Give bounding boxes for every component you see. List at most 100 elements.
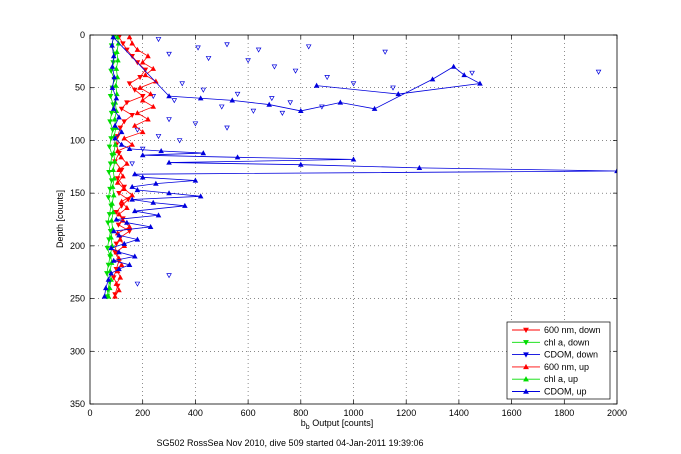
data-point-cdom-up	[118, 141, 125, 147]
legend-marker-chl-a-down	[523, 340, 529, 346]
data-point-cdom-down	[179, 81, 186, 87]
data-point-cdom-up	[166, 190, 172, 196]
data-point-cdom-up	[108, 270, 114, 276]
legend-label-chl-a-down: chl a, down	[544, 337, 590, 347]
data-point-chl-a-down	[105, 195, 112, 201]
x-axis-label: bb Output [counts]	[301, 418, 373, 431]
data-point-cdom-up	[110, 228, 117, 234]
data-point-600-nm-up	[142, 72, 149, 78]
data-point-chl-a-up	[110, 192, 117, 198]
data-point-chl-a-up	[108, 217, 115, 223]
data-point-600-nm-down	[126, 81, 133, 87]
data-point-cdom-down	[129, 161, 135, 167]
legend-label-600-nm-down: 600 nm, down	[544, 325, 601, 335]
data-point-chl-a-up	[109, 183, 116, 189]
y-tick-label: 50	[75, 83, 85, 93]
data-point-cdom-down	[155, 37, 162, 43]
legend-marker-cdom-down	[523, 352, 529, 358]
data-point-cdom-down	[595, 69, 602, 75]
data-point-600-nm-up	[118, 261, 125, 267]
data-point-chl-a-up	[111, 175, 118, 181]
data-point-chl-a-up	[110, 150, 117, 156]
data-point-cdom-up	[477, 80, 483, 86]
data-point-cdom-down	[166, 117, 172, 123]
legend-label-chl-a-up: chl a, up	[544, 374, 578, 384]
data-point-600-nm-up	[145, 116, 151, 122]
data-point-chl-a-up	[110, 209, 116, 215]
data-point-cdom-down	[200, 87, 207, 93]
data-point-cdom-up	[350, 156, 357, 162]
data-point-cdom-up	[110, 105, 117, 111]
y-tick-label: 350	[70, 399, 85, 409]
data-point-chl-a-down	[106, 144, 113, 150]
data-point-cdom-down	[224, 125, 230, 131]
data-point-cdom-up	[298, 107, 304, 114]
y-tick-label: 150	[70, 188, 85, 198]
data-point-cdom-up	[166, 93, 172, 99]
data-point-cdom-down	[324, 75, 330, 81]
data-point-600-nm-down	[118, 203, 125, 209]
data-point-600-nm-up	[116, 211, 122, 217]
data-point-cdom-down	[245, 58, 251, 64]
data-point-cdom-up	[109, 42, 115, 48]
data-point-cdom-down	[218, 104, 225, 110]
data-point-cdom-up	[101, 293, 108, 299]
data-point-chl-a-down	[106, 212, 113, 218]
data-point-cdom-up	[192, 177, 199, 183]
data-point-chl-a-up	[113, 65, 120, 71]
data-point-cdom-up	[139, 174, 146, 180]
y-tick-label: 250	[70, 294, 85, 304]
data-point-600-nm-up	[118, 198, 125, 204]
data-point-cdom-up	[132, 171, 138, 177]
data-point-chl-a-down	[104, 245, 111, 251]
x-tick-label: 600	[241, 408, 256, 418]
data-point-cdom-up	[109, 63, 116, 69]
data-point-cdom-up	[108, 245, 114, 251]
data-point-600-nm-up	[129, 40, 135, 46]
data-point-600-nm-up	[118, 154, 124, 160]
data-point-600-nm-up	[134, 46, 141, 52]
legend-label-cdom-up: CDOM, up	[544, 387, 587, 397]
data-point-cdom-up	[116, 266, 122, 272]
data-point-chl-a-up	[111, 158, 118, 164]
series-line-cdom-up	[104, 36, 617, 297]
data-point-chl-a-down	[106, 169, 112, 175]
data-point-cdom-up	[337, 99, 344, 105]
data-point-cdom-up	[113, 216, 120, 222]
data-point-cdom-up	[129, 183, 135, 189]
data-point-cdom-down	[176, 138, 183, 144]
data-point-600-nm-up	[121, 186, 128, 192]
data-point-cdom-up	[155, 212, 162, 218]
data-point-chl-a-up	[114, 48, 120, 54]
data-point-cdom-up	[147, 223, 154, 229]
figure-caption: SG502 RossSea Nov 2010, dive 509 started…	[156, 438, 423, 448]
data-point-600-nm-up	[117, 274, 124, 280]
y-axis-label: Depth [counts]	[55, 190, 65, 248]
legend-marker-chl-a-up	[523, 376, 529, 382]
data-point-600-nm-down	[116, 191, 122, 197]
data-point-600-nm-up	[114, 179, 121, 185]
data-point-600-nm-down	[117, 125, 124, 131]
data-point-chl-a-up	[114, 74, 121, 80]
data-point-cdom-up	[153, 180, 159, 186]
data-point-cdom-down	[279, 110, 286, 116]
data-point-cdom-up	[197, 193, 204, 199]
data-point-chl-a-up	[114, 91, 120, 97]
series-cdom-up	[101, 35, 617, 299]
data-point-cdom-up	[126, 145, 133, 151]
data-point-cdom-down	[195, 45, 201, 51]
legend-label-600-nm-up: 600 nm, up	[544, 362, 589, 372]
data-point-600-nm-down	[118, 106, 125, 112]
data-point-cdom-down	[382, 49, 388, 55]
series-chl-a-up	[105, 35, 122, 299]
data-point-600-nm-up	[113, 280, 120, 286]
data-point-600-nm-up	[132, 122, 138, 128]
x-tick-label: 1800	[554, 408, 574, 418]
data-point-cdom-up	[266, 101, 272, 107]
data-point-chl-a-up	[109, 200, 115, 206]
data-point-600-nm-down	[114, 176, 121, 182]
data-point-600-nm-up	[126, 223, 133, 229]
data-point-cdom-down	[469, 70, 475, 76]
data-point-cdom-up	[461, 72, 467, 78]
